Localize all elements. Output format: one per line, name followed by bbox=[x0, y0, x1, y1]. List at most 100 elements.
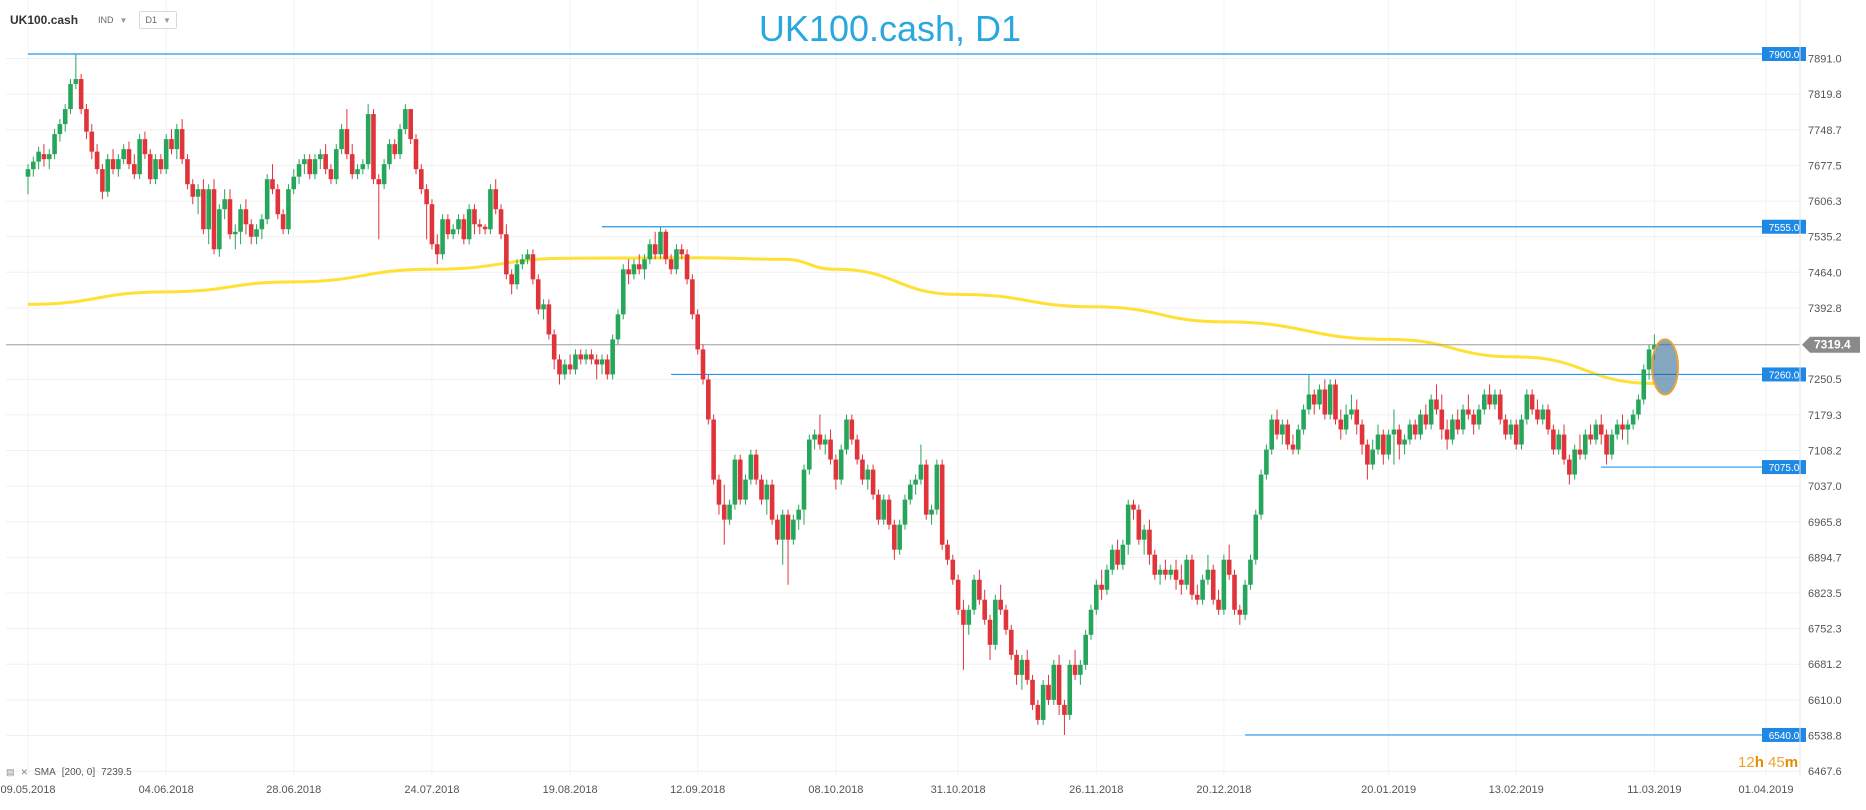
candle bbox=[753, 449, 759, 485]
y-tick-label: 7179.3 bbox=[1808, 410, 1842, 422]
timeframe-dropdown[interactable]: D1 ▼ bbox=[139, 11, 177, 29]
candle-body bbox=[1492, 394, 1498, 405]
candle-body bbox=[1412, 424, 1418, 435]
candle bbox=[1221, 554, 1227, 615]
candle bbox=[1412, 419, 1418, 440]
candle bbox=[1359, 419, 1365, 455]
candle-countdown: 12h 45m bbox=[1738, 754, 1798, 771]
candle-body bbox=[1343, 414, 1349, 430]
candle bbox=[264, 174, 270, 225]
candle-body bbox=[982, 599, 987, 620]
candle bbox=[201, 179, 206, 235]
candle-body bbox=[1327, 384, 1333, 415]
candle-body bbox=[365, 114, 371, 165]
candle-body bbox=[844, 419, 849, 450]
candle bbox=[743, 474, 748, 505]
candle-body bbox=[1120, 544, 1126, 565]
candle bbox=[674, 244, 679, 275]
candle bbox=[1317, 384, 1322, 410]
candle bbox=[620, 264, 626, 320]
candle bbox=[1301, 404, 1306, 435]
candle bbox=[440, 214, 445, 260]
candle bbox=[567, 354, 573, 375]
candle bbox=[270, 164, 275, 195]
settings-icon[interactable]: ▤ bbox=[6, 767, 15, 777]
candle-body bbox=[1423, 414, 1429, 425]
candle bbox=[232, 224, 238, 250]
candle-body bbox=[796, 509, 801, 520]
candle bbox=[1094, 579, 1099, 615]
candle-body bbox=[1460, 409, 1466, 430]
highlight-ellipse bbox=[1651, 338, 1680, 396]
candle bbox=[562, 359, 568, 380]
candle bbox=[1598, 414, 1604, 445]
symbol-label[interactable]: UK100.cash bbox=[10, 13, 79, 27]
candle-body bbox=[1519, 419, 1524, 445]
candle-body bbox=[945, 544, 950, 560]
current-price-label: 7319.4 bbox=[1814, 338, 1851, 352]
candle-body bbox=[1529, 394, 1535, 410]
candle-body bbox=[1322, 389, 1328, 415]
candle bbox=[557, 354, 562, 385]
candle bbox=[1067, 659, 1073, 720]
candle bbox=[817, 414, 823, 450]
candle bbox=[759, 474, 764, 505]
candle bbox=[1157, 564, 1163, 585]
candle-body bbox=[753, 454, 759, 480]
candle-body bbox=[674, 249, 679, 270]
candle bbox=[450, 224, 456, 240]
candle bbox=[822, 434, 828, 455]
x-tick-label: 31.10.2018 bbox=[931, 784, 986, 796]
candle bbox=[530, 249, 536, 285]
close-icon[interactable]: ✕ bbox=[20, 767, 29, 777]
candle-body bbox=[1269, 419, 1275, 450]
candle-body bbox=[264, 179, 270, 220]
candle bbox=[472, 204, 477, 235]
candle bbox=[482, 224, 488, 235]
candle-body bbox=[392, 144, 398, 155]
candle bbox=[647, 239, 653, 265]
y-tick-label: 7819.8 bbox=[1808, 89, 1842, 101]
candle-body bbox=[211, 189, 217, 250]
candle bbox=[1306, 374, 1312, 415]
candle-body bbox=[232, 231, 238, 235]
candle bbox=[1163, 559, 1168, 580]
candle-body bbox=[248, 224, 254, 237]
candle-body bbox=[812, 434, 817, 440]
candle-body bbox=[68, 84, 73, 110]
candle-body bbox=[169, 139, 174, 150]
indicator-dropdown[interactable]: IND ▼ bbox=[92, 11, 134, 29]
candle-body bbox=[89, 131, 95, 152]
candle bbox=[780, 509, 786, 565]
candle bbox=[1237, 604, 1243, 625]
candle-body bbox=[434, 244, 440, 255]
candle bbox=[291, 169, 297, 195]
candle bbox=[1407, 419, 1413, 445]
candle-body bbox=[1099, 584, 1104, 590]
candle-body bbox=[583, 354, 589, 360]
candle-body bbox=[339, 129, 344, 150]
candle bbox=[626, 259, 631, 285]
x-tick-label: 09.05.2018 bbox=[0, 784, 55, 796]
candle-body bbox=[461, 219, 467, 240]
candle bbox=[68, 79, 73, 115]
candle-body bbox=[1540, 409, 1546, 420]
candle-body bbox=[419, 169, 424, 190]
candle bbox=[323, 144, 328, 175]
level-badge bbox=[1762, 47, 1806, 62]
candle-body bbox=[1285, 424, 1290, 445]
candle bbox=[1280, 419, 1285, 445]
candle-body bbox=[1216, 599, 1221, 610]
candle bbox=[1099, 569, 1104, 600]
candle bbox=[1391, 409, 1397, 465]
candle-body bbox=[1455, 419, 1461, 430]
candle bbox=[275, 184, 281, 220]
candle-body bbox=[551, 334, 557, 360]
candle bbox=[355, 164, 360, 180]
candle-body bbox=[1630, 414, 1636, 425]
candle-body bbox=[1497, 394, 1503, 420]
candle-body bbox=[1434, 399, 1439, 410]
sma-indicator-legend: ▤ ✕ SMA [200, 0] 7239.5 bbox=[6, 767, 132, 778]
